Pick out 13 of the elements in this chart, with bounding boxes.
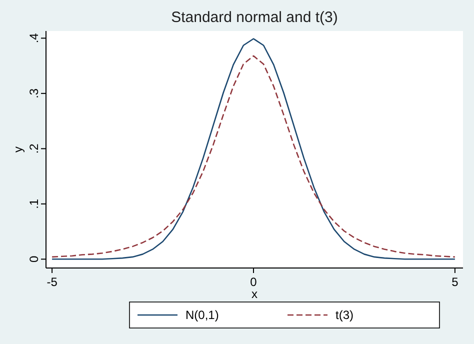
legend-label: t(3) <box>336 308 354 322</box>
y-tick-label: .4 <box>27 32 41 44</box>
x-tick-label: 5 <box>452 275 459 289</box>
x-tick-label: -5 <box>46 275 58 289</box>
y-tick-label: .1 <box>27 198 41 209</box>
y-tick-label: .2 <box>27 143 41 154</box>
y-tick-label: .3 <box>27 88 41 98</box>
y-axis-title: y <box>11 146 25 152</box>
x-axis-title: x <box>252 287 258 301</box>
x-tick-label: 0 <box>250 275 258 289</box>
legend-label: N(0,1) <box>186 308 219 322</box>
chart-title: Standard normal and t(3) <box>171 9 338 26</box>
y-tick-label: 0 <box>27 256 41 263</box>
